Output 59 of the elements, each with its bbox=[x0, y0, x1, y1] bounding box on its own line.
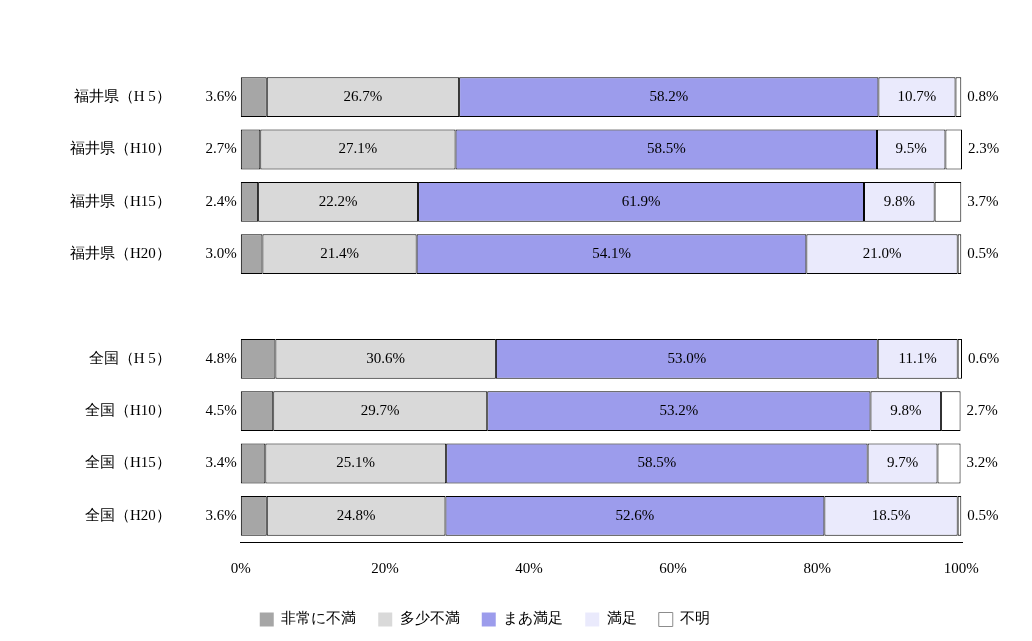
data-label: 11.1% bbox=[898, 349, 937, 366]
data-label: 0.8% bbox=[967, 88, 999, 105]
data-label: 27.1% bbox=[338, 140, 378, 157]
data-label: 0.5% bbox=[967, 506, 999, 523]
data-label: 2.4% bbox=[205, 192, 237, 209]
data-label: 4.8% bbox=[205, 349, 237, 366]
x-tick-label: 0% bbox=[230, 559, 251, 576]
y-tick-label: 全国（H10） bbox=[84, 402, 171, 419]
data-label: 0.5% bbox=[967, 245, 999, 262]
x-tick-label: 100% bbox=[943, 559, 979, 576]
legend-label: 満足 bbox=[606, 610, 637, 627]
data-label: 0.6% bbox=[968, 349, 1000, 366]
data-label: 3.6% bbox=[205, 88, 237, 105]
data-label: 9.8% bbox=[883, 192, 915, 209]
data-label: 29.7% bbox=[360, 402, 400, 419]
data-label: 3.4% bbox=[205, 454, 237, 471]
data-label: 58.5% bbox=[646, 140, 686, 157]
y-tick-label: 福井県（H 5） bbox=[73, 88, 171, 105]
x-tick-label: 20% bbox=[371, 559, 399, 576]
data-label: 4.5% bbox=[205, 402, 237, 419]
y-tick-label: 福井県（H20） bbox=[69, 245, 171, 262]
data-label: 3.7% bbox=[967, 192, 999, 209]
data-label: 9.5% bbox=[895, 140, 927, 157]
data-label: 21.0% bbox=[862, 245, 902, 262]
data-label: 9.8% bbox=[890, 402, 922, 419]
data-label: 25.1% bbox=[336, 454, 376, 471]
data-label: 21.4% bbox=[320, 245, 359, 262]
data-label: 30.6% bbox=[366, 349, 406, 366]
legend-label: 多少不満 bbox=[399, 610, 460, 627]
data-label: 24.8% bbox=[336, 506, 376, 523]
data-label: 58.2% bbox=[649, 88, 689, 105]
y-tick-label: 福井県（H15） bbox=[69, 192, 171, 209]
data-label: 52.6% bbox=[615, 506, 655, 523]
data-label: 9.7% bbox=[886, 454, 919, 471]
data-label: 61.9% bbox=[621, 192, 661, 209]
y-tick-label: 全国（H15） bbox=[84, 454, 171, 471]
data-label: 26.7% bbox=[343, 88, 383, 105]
data-label: 22.2% bbox=[318, 192, 358, 209]
data-label: 3.6% bbox=[205, 506, 237, 523]
data-label: 54.1% bbox=[592, 245, 631, 262]
data-label: 3.0% bbox=[205, 245, 237, 262]
data-label: 2.7% bbox=[205, 140, 237, 157]
x-tick-label: 60% bbox=[659, 559, 687, 576]
legend-label: 不明 bbox=[680, 610, 711, 627]
data-label: 53.0% bbox=[667, 349, 707, 366]
x-tick-label: 40% bbox=[515, 559, 543, 576]
data-label: 2.7% bbox=[966, 402, 998, 419]
y-tick-label: 福井県（H10） bbox=[69, 140, 171, 157]
data-label: 3.2% bbox=[966, 454, 998, 471]
y-tick-label: 全国（H 5） bbox=[88, 349, 171, 366]
data-label: 58.5% bbox=[637, 454, 677, 471]
legend-label: まあ満足 bbox=[503, 610, 564, 627]
data-label: 18.5% bbox=[871, 506, 911, 523]
x-tick-label: 80% bbox=[803, 559, 831, 576]
y-tick-label: 全国（H20） bbox=[84, 506, 171, 523]
data-label: 2.3% bbox=[968, 140, 1000, 157]
data-label: 10.7% bbox=[897, 88, 937, 105]
data-label: 53.2% bbox=[659, 402, 699, 419]
legend-label: 非常に不満 bbox=[281, 610, 357, 627]
